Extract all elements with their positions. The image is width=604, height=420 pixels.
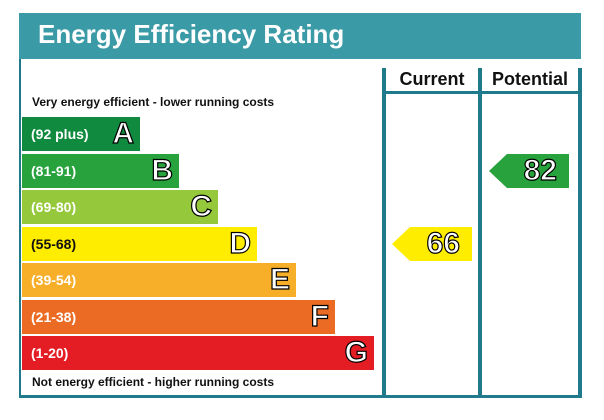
- note-bottom: Not energy efficient - higher running co…: [32, 375, 275, 389]
- band-b: (81-91) B: [22, 154, 179, 188]
- column-header-current: Current: [399, 69, 465, 89]
- band-d: (55-68) D: [22, 227, 257, 261]
- frame-right: [578, 68, 582, 398]
- band-range-label: (92 plus): [31, 126, 89, 142]
- band-letter: C: [190, 190, 213, 223]
- band-a: (92 plus) A: [22, 117, 140, 151]
- frame-left: [19, 59, 21, 397]
- potential-rating-value: 82: [523, 154, 558, 187]
- band-letter: G: [344, 336, 369, 369]
- band-letter: F: [310, 300, 330, 333]
- band-f: (21-38) F: [22, 300, 335, 334]
- title-bar: Energy Efficiency Rating: [19, 13, 581, 59]
- current-rating-arrow: 66: [392, 227, 472, 261]
- column-divider-2: [478, 68, 482, 398]
- band-letter: A: [112, 117, 135, 150]
- band-range-label: (1-20): [31, 345, 69, 361]
- potential-arrow-polygon: [489, 154, 569, 188]
- band-letter: E: [269, 263, 290, 296]
- header-underline: [382, 91, 582, 94]
- potential-rating-arrow: 82: [489, 154, 569, 188]
- current-arrow-shape: [392, 227, 472, 261]
- band-e: (39-54) E: [22, 263, 296, 297]
- band-range-label: (55-68): [31, 236, 77, 252]
- band-g: (1-20) G: [22, 336, 374, 370]
- column-divider-1: [382, 68, 386, 398]
- band-letter: D: [229, 227, 252, 260]
- frame-bottom: [19, 395, 582, 398]
- band-c: (69-80) C: [22, 190, 218, 224]
- band-range-label: (21-38): [31, 309, 77, 325]
- band-range-label: (81-91): [31, 163, 77, 179]
- current-rating-value: 66: [426, 227, 461, 260]
- band-range-label: (69-80): [31, 199, 77, 215]
- band-letter: B: [151, 154, 174, 187]
- band-range-label: (39-54): [31, 272, 77, 288]
- column-header-potential: Potential: [491, 69, 568, 89]
- potential-arrow-shape: [489, 154, 569, 188]
- chart-title: Energy Efficiency Rating: [38, 19, 345, 49]
- note-top: Very energy efficient - lower running co…: [32, 95, 275, 109]
- current-arrow-polygon: [392, 227, 472, 261]
